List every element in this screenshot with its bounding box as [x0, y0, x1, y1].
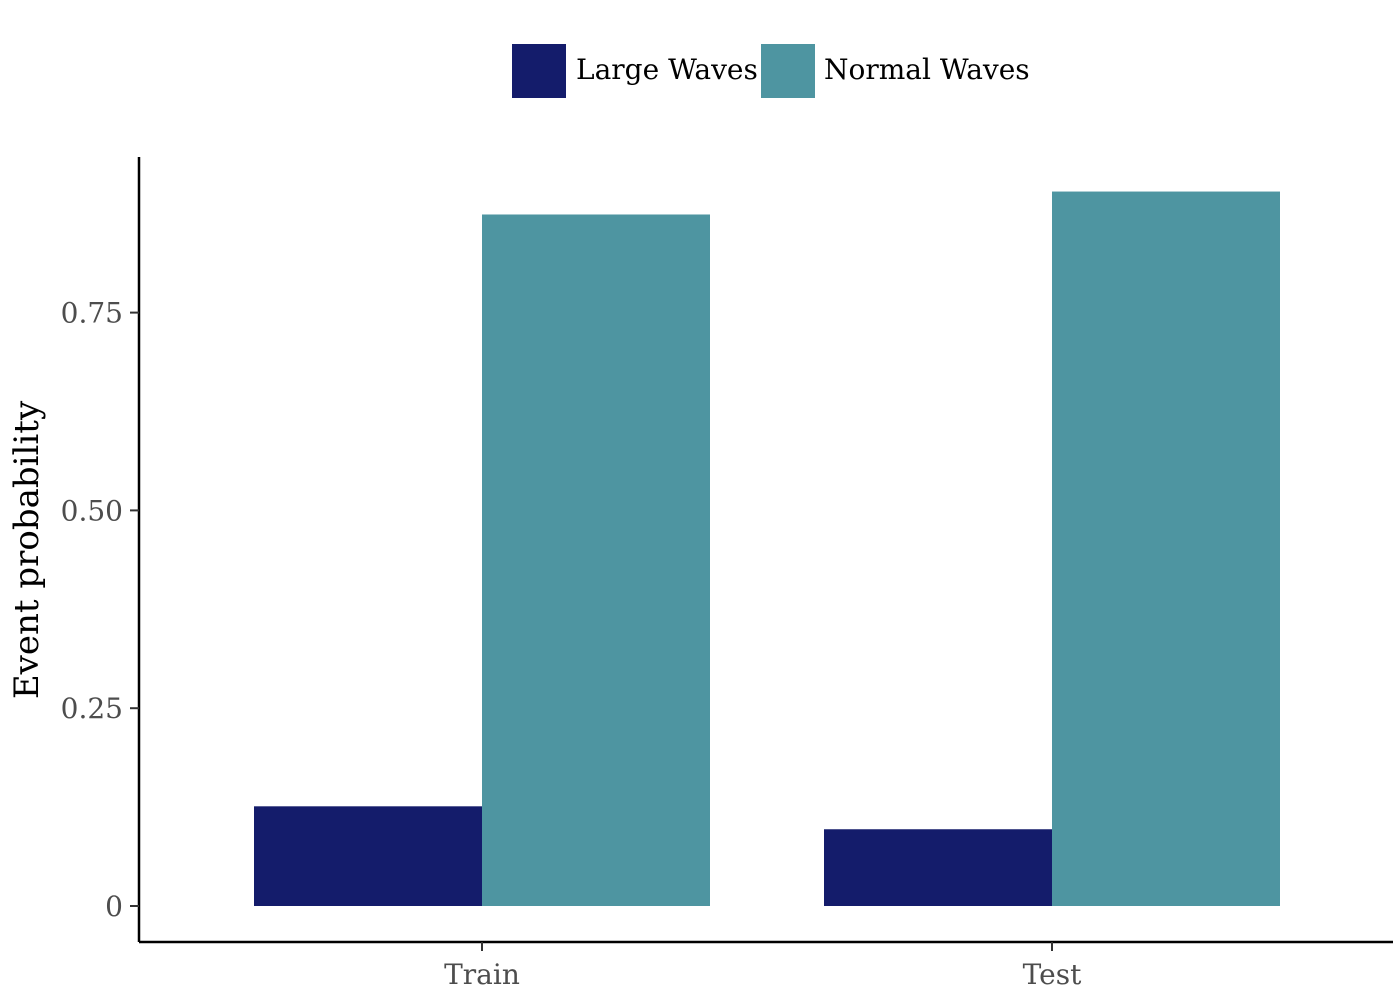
bar-train-large-waves: [254, 806, 482, 906]
x-tick-label-test: Test: [1023, 958, 1082, 991]
y-ticks: 0 0.25 0.50 0.75: [61, 297, 139, 923]
bars: [254, 191, 1280, 907]
bar-test-normal-waves: [1052, 191, 1280, 907]
y-axis-title: Event probability: [7, 400, 47, 699]
y-tick-label-2: 0.50: [61, 494, 123, 527]
x-ticks: Train Test: [444, 942, 1082, 991]
y-tick-label-0: 0: [105, 890, 123, 923]
legend-label-normal-waves: Normal Waves: [824, 53, 1030, 86]
legend-swatch-large-waves: [512, 44, 566, 98]
bar-test-large-waves: [824, 829, 1052, 906]
legend: Large Waves Normal Waves: [512, 44, 1030, 98]
legend-label-large-waves: Large Waves: [576, 53, 758, 86]
legend-swatch-normal-waves: [761, 44, 815, 98]
bar-train-normal-waves: [482, 214, 710, 906]
y-tick-label-1: 0.25: [61, 692, 123, 725]
y-tick-label-3: 0.75: [61, 297, 123, 330]
x-tick-label-train: Train: [444, 958, 520, 991]
